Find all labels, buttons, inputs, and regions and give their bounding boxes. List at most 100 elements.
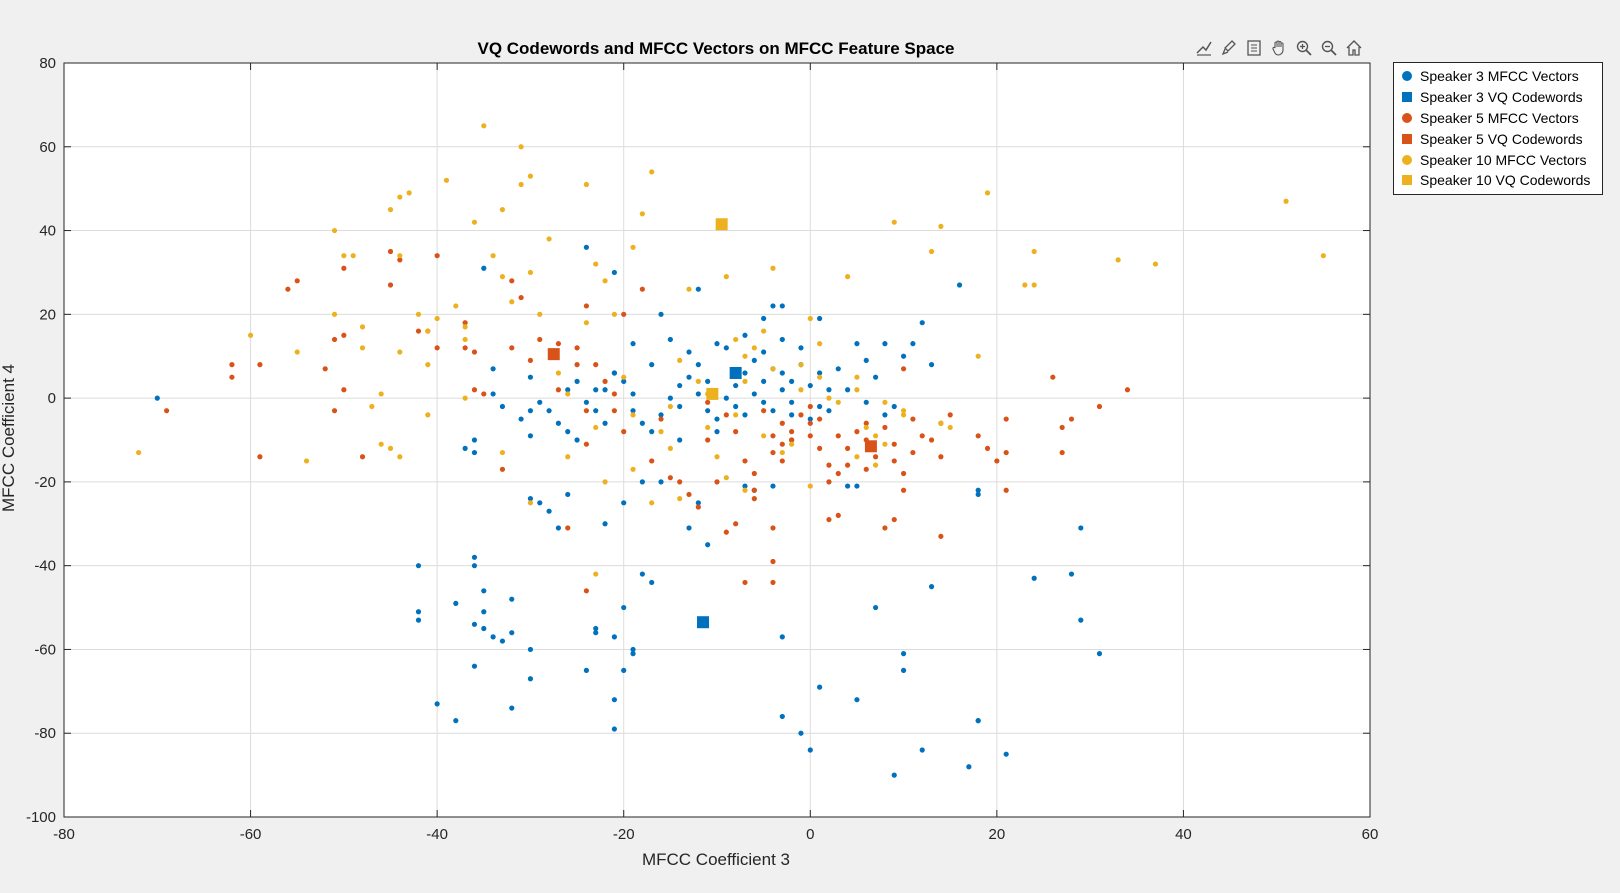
home-icon[interactable] (1342, 36, 1365, 59)
data-point (742, 412, 748, 418)
data-point (677, 382, 683, 389)
data-point (835, 399, 841, 405)
data-point (1096, 403, 1103, 410)
brush-icon[interactable] (1217, 36, 1240, 59)
data-point (947, 412, 953, 418)
data-point (621, 604, 627, 611)
data-point (807, 416, 813, 422)
y-tick-label: -20 (34, 474, 56, 491)
data-point (1031, 575, 1037, 581)
pan-icon[interactable] (1267, 36, 1290, 59)
data-point (807, 747, 813, 753)
legend-item[interactable]: Speaker 5 VQ Codewords (1394, 128, 1602, 149)
data-point (872, 433, 879, 439)
data-point (826, 387, 832, 393)
data-point (630, 391, 636, 397)
data-point (761, 399, 767, 405)
data-point (593, 625, 599, 632)
data-point (527, 500, 534, 506)
data-point (611, 726, 617, 732)
data-point (845, 387, 851, 393)
data-point (695, 362, 701, 368)
data-point (453, 303, 459, 309)
legend-item[interactable]: Speaker 10 VQ Codewords (1394, 170, 1602, 191)
data-tips-icon[interactable] (1192, 36, 1215, 59)
data-point (751, 345, 757, 351)
data-point (602, 521, 608, 527)
data-point (593, 571, 599, 577)
data-point (415, 328, 422, 334)
data-point (723, 274, 729, 280)
data-point (621, 667, 627, 673)
data-point (779, 387, 785, 393)
data-point (705, 424, 711, 431)
data-point (583, 441, 590, 447)
data-point (686, 349, 692, 355)
data-point (555, 370, 562, 376)
data-point (742, 332, 748, 338)
data-point (751, 470, 757, 477)
data-point (649, 169, 655, 175)
data-point (341, 387, 347, 393)
data-point (341, 265, 347, 271)
data-point (471, 219, 478, 225)
legend-icon[interactable] (1242, 36, 1265, 59)
data-point (882, 441, 888, 447)
data-point (686, 374, 692, 380)
data-point (527, 496, 534, 502)
data-point (686, 286, 692, 292)
data-point (593, 424, 599, 431)
data-point (751, 391, 757, 397)
data-point (574, 362, 580, 368)
data-point (817, 315, 823, 322)
data-point (639, 571, 645, 577)
x-tick-label: 40 (1175, 826, 1192, 843)
data-point (481, 265, 487, 271)
data-point (481, 123, 487, 129)
data-point (471, 554, 478, 560)
data-point (761, 378, 767, 384)
data-point (621, 429, 627, 435)
data-point (919, 433, 925, 439)
data-point (789, 429, 795, 435)
legend[interactable]: Speaker 3 MFCC Vectors Speaker 3 VQ Codew… (1393, 62, 1603, 195)
legend-item[interactable]: Speaker 5 MFCC Vectors (1394, 108, 1602, 129)
legend-label: Speaker 5 MFCC Vectors (1420, 109, 1579, 126)
data-point (537, 311, 543, 317)
legend-marker (1402, 133, 1412, 144)
zoom-in-icon[interactable] (1292, 36, 1315, 59)
data-point (705, 378, 711, 384)
data-point (1003, 449, 1009, 456)
data-point (509, 278, 515, 284)
data-point (341, 332, 347, 338)
data-point (984, 190, 991, 196)
legend-item[interactable]: Speaker 3 MFCC Vectors (1394, 66, 1602, 87)
data-point (938, 454, 944, 460)
x-tick-label: -60 (240, 826, 262, 843)
data-point (583, 399, 590, 405)
data-point (658, 479, 664, 485)
data-point (667, 403, 673, 410)
data-point (872, 374, 879, 380)
x-tick-label: 0 (806, 826, 814, 843)
data-point (574, 378, 580, 384)
data-point (397, 194, 403, 200)
data-point (611, 634, 617, 640)
data-point (1320, 253, 1326, 259)
data-point (499, 466, 506, 472)
data-point (229, 374, 235, 380)
data-point (509, 596, 515, 602)
data-point (900, 470, 907, 477)
data-point (331, 227, 338, 234)
data-point (826, 516, 832, 523)
data-point (779, 713, 785, 720)
data-point (490, 253, 496, 259)
legend-item[interactable]: Speaker 10 MFCC Vectors (1394, 149, 1602, 170)
data-point (863, 399, 869, 405)
zoom-out-icon[interactable] (1317, 36, 1340, 59)
data-point (714, 341, 720, 347)
axes-box (63, 62, 1371, 818)
data-point (602, 479, 608, 485)
data-point (499, 403, 506, 410)
legend-item[interactable]: Speaker 3 VQ Codewords (1394, 87, 1602, 108)
